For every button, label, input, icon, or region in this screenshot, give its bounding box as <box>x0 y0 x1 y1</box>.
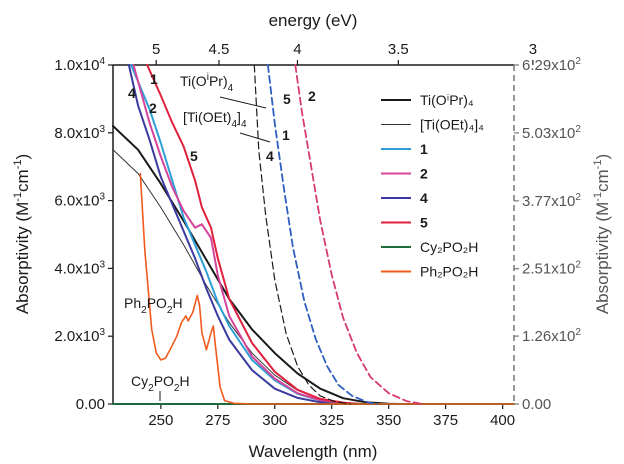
top-tick-label: 4 <box>293 41 301 58</box>
top-tick-label: 3.5 <box>388 41 409 58</box>
legend-label: 5 <box>420 215 428 231</box>
legend-label: Cy₂PO₂H <box>420 239 478 255</box>
series-line-ph <box>139 172 515 405</box>
top-axis-label: energy (eV) <box>269 11 358 30</box>
x-tick-label: 400 <box>490 412 515 429</box>
series-line-s1_d <box>266 64 379 405</box>
y-left-tick-label: 1.0x104 <box>54 56 105 74</box>
annotation-ph2po2h: Ph2PO2H <box>124 295 183 316</box>
legend-label: Ph₂PO₂H <box>420 264 478 280</box>
top-tick-label: 5 <box>152 41 160 58</box>
y-left-tick-label: 8.0x103 <box>54 124 105 142</box>
annotation-arrow-ti-oet4 <box>239 132 271 143</box>
curve-number-4: 4 <box>128 85 136 101</box>
curve-number-1-dashed: 1 <box>282 127 290 143</box>
ticks-layer: 250 275 300 325 350 375 400 5 4.5 4 3.5 3 0.00 2.0x10… <box>54 41 581 429</box>
x-axis-label: Wavelength (nm) <box>249 442 378 461</box>
y-right-tick-label: 5.03x102 <box>522 124 581 142</box>
y-left-tick-label: 6.0x103 <box>54 192 105 210</box>
annotation-ti-oipr4: Ti(OiPr)4 <box>180 72 234 94</box>
y-left-tick-label: 2.0x103 <box>54 327 105 345</box>
top-tick-label: 3 <box>529 41 537 58</box>
curve-number-2: 2 <box>149 100 157 116</box>
x-tick-label: 250 <box>148 412 173 429</box>
x-tick-label: 300 <box>262 412 287 429</box>
series-line-ti_iso <box>112 125 402 405</box>
series-line-s4 <box>127 64 345 405</box>
y-axis-right-label: Absorptivity (M-1cm-1) <box>592 154 612 314</box>
annotation-cy2po2h: Cy2PO2H <box>131 373 190 394</box>
series-line-s2_d <box>294 64 424 405</box>
top-tick-label: 4.5 <box>209 41 230 58</box>
x-tick-label: 375 <box>433 412 458 429</box>
series-line-ti_iso_d <box>253 64 351 405</box>
y-right-tick-label: 2.51x102 <box>522 260 581 278</box>
curve-number-2-dashed: 2 <box>308 88 316 104</box>
legend-label: [Ti(OEt)₄]₄ <box>420 117 484 133</box>
y-right-tick-label: 3.77x102 <box>522 192 581 210</box>
annotation-ti-oet4: [Ti(OEt)4]4 <box>183 109 247 130</box>
curve-number-5-dashed: 5 <box>283 91 291 107</box>
annotation-arrow-ti-oipr4 <box>219 96 267 109</box>
series-line-s2 <box>132 64 358 405</box>
legend-label: 1 <box>420 141 428 157</box>
curve-number-4-dashed: 4 <box>266 148 274 164</box>
y-left-tick-label: 4.0x103 <box>54 259 105 277</box>
x-tick-label: 325 <box>319 412 344 429</box>
y-right-tick-label: 1.26x102 <box>522 327 581 345</box>
legend-label: 2 <box>420 166 428 182</box>
x-tick-label: 275 <box>205 412 230 429</box>
curve-number-1: 1 <box>150 71 158 87</box>
legend: Ti(OⁱPr)₄ [Ti(OEt)₄]₄ 1 2 4 5 Cy₂PO₂H Ph₂PO₂H <box>381 92 484 280</box>
x-tick-label: 350 <box>376 412 401 429</box>
y-right-tick-label: 0.00 <box>522 396 551 413</box>
y-axis-left-label: Absorptivity (M-1cm-1) <box>12 154 32 314</box>
y-left-tick-label: 0.00 <box>76 396 105 413</box>
legend-label: 4 <box>420 190 428 206</box>
series-layer <box>112 64 515 405</box>
series-line-s5 <box>146 64 363 405</box>
y-right-tick-label: 6.29x102 <box>522 56 581 74</box>
legend-label: Ti(OⁱPr)₄ <box>420 92 474 108</box>
curve-number-5: 5 <box>190 148 198 164</box>
series-line-ti_oet <box>112 149 378 405</box>
